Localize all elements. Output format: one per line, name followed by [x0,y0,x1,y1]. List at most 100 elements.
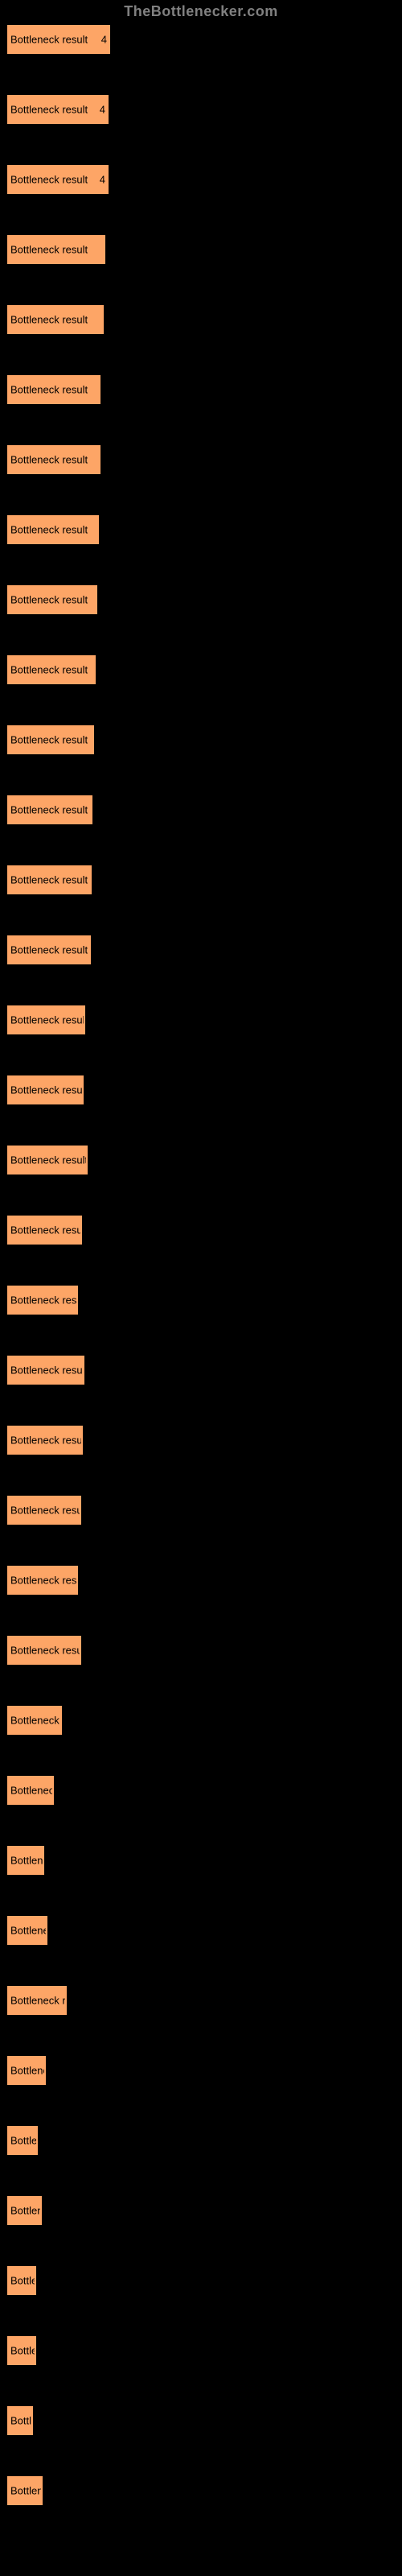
bar-label: Bottl [10,2415,31,2427]
bar-label: Bottleneck resul [10,1575,76,1587]
bar: Bottleneck result [6,584,98,615]
bar-row: Bottleneck [6,1775,55,1806]
bar-value: 4 [101,34,107,46]
bar-label: Bottleneck result [10,804,88,816]
bar-row: Bottleneck result [6,935,92,965]
bar-label: Bottlen [10,2485,41,2497]
bottleneck-bar-chart: Bottleneck result 4 Bottleneck result 4 Bott… [0,24,402,2552]
bar: Bottlene [6,2055,47,2086]
bar: Bottleneck result [6,1145,88,1175]
bar: Bottleneck [6,1775,55,1806]
bar-row: Bottleneck result 4 [6,24,111,55]
bar-row: Bottlen [6,2475,43,2506]
bar: Bottleneck result [6,935,92,965]
bar-row: Bottleneck resul [6,1285,79,1315]
bar-row: Bottleneck re [6,1985,68,2016]
bar-label: Bottleneck result [10,1435,81,1447]
bar: Bottleneck result [6,1355,85,1385]
bar-label: Bottleneck result [10,174,88,186]
bar: Bottleneck result [6,1075,84,1105]
bar-label: Bottle [10,2135,36,2147]
bar: Bottleneck result 4 [6,164,109,195]
bar-label: Bottleneck result [10,664,88,676]
bar-row: Bottleneck result [6,584,98,615]
bar-row: Bottlen [6,2195,43,2226]
bar-row: Bottleneck result4 [6,94,109,125]
bar: Bottle [6,2265,37,2296]
bar-label: Bottlene [10,2065,44,2077]
bar: Bottleneck result [6,1635,82,1666]
bar-row: Bottleneck result [6,374,101,405]
bar: Bottleneck result4 [6,94,109,125]
bar-label: Bottleneck result [10,1505,80,1517]
bar: Bottleneck result [6,654,96,685]
watermark-text: TheBottlenecker.com [124,3,278,20]
bar: Bottlen [6,1845,45,1876]
bar: Bottleneck result [6,865,92,895]
bar: Bottleneck result 4 [6,24,111,55]
bar-row: Bottleneck result 4 [6,164,109,195]
bar: Bottleneck result [6,234,106,265]
bar: Bottleneck result [6,724,95,755]
bar-value: 4 [100,174,105,186]
bar: Bottleneck re [6,1985,68,2016]
bar-row: Bottleneck result [6,1215,83,1245]
bar-label: Bottle [10,2345,35,2357]
bar-row: Bottleneck result [6,1145,88,1175]
bar-row: Bottleneck result [6,1635,82,1666]
bar-row: Bottleneck result [6,1355,85,1385]
bar-label: Bottleneck result [10,1084,82,1096]
bar-label: Bottleneck result [10,314,88,326]
bar-row: Bottlene [6,2055,47,2086]
bar-row: Bottlen [6,1845,45,1876]
bar-label: Bottleneck result [10,1014,84,1026]
bar-row: Bottleneck result [6,514,100,545]
bar: Bottlen [6,2195,43,2226]
bar-row: Bottleneck result [6,654,96,685]
bar-row: Bottlene [6,1915,48,1946]
bar: Bottleneck result [6,1425,84,1455]
bar-row: Bottleneck result [6,444,101,475]
bar-label: Bottle [10,2275,35,2287]
bar-label: Bottleneck [10,1785,52,1797]
bar-row: Bottleneck result [6,1425,84,1455]
bar-label: Bottleneck result [10,104,88,116]
bar-label: Bottleneck r [10,1715,60,1727]
bar: Bottleneck result [6,374,101,405]
bar: Bottleneck result [6,1215,83,1245]
bar: Bottle [6,2335,37,2366]
bar-row: Bottleneck result [6,795,93,825]
bar-row: Bottleneck result [6,865,92,895]
bar: Bottleneck resul [6,1565,79,1596]
bar-label: Bottleneck result [10,874,88,886]
bar: Bottleneck resul [6,1285,79,1315]
bar-row: Bottle [6,2125,39,2156]
bar-row: Bottle [6,2335,37,2366]
bar: Bottleneck result [6,795,93,825]
bar: Bottlene [6,1915,48,1946]
bar-label: Bottleneck result [10,1154,86,1166]
bar-label: Bottleneck resul [10,1294,76,1307]
bar: Bottleneck result [6,514,100,545]
bar-label: Bottleneck result [10,944,88,956]
bar: Bottleneck result [6,444,101,475]
bar: Bottl [6,2405,34,2436]
bar: Bottleneck r [6,1705,63,1736]
bar-row: Bottleneck result [6,724,95,755]
bar-label: Bottleneck result [10,454,88,466]
bar-label: Bottleneck result [10,1645,80,1657]
bar-row: Bottleneck result [6,234,106,265]
bar-label: Bottlene [10,1925,46,1937]
bar-label: Bottlen [10,1855,43,1867]
bar-row: Bottleneck result [6,1495,82,1525]
bar-row: Bottle [6,2265,37,2296]
bar-label: Bottleneck re [10,1995,65,2007]
bar-row: Bottleneck result [6,1075,84,1105]
bar-label: Bottleneck result [10,594,88,606]
bar-label: Bottleneck result [10,244,88,256]
bar: Bottle [6,2125,39,2156]
bar-row: Bottleneck resul [6,1565,79,1596]
bar-row: Bottleneck result [6,304,105,335]
bar-label: Bottleneck result [10,1364,83,1377]
bar-label: Bottleneck result [10,34,88,46]
